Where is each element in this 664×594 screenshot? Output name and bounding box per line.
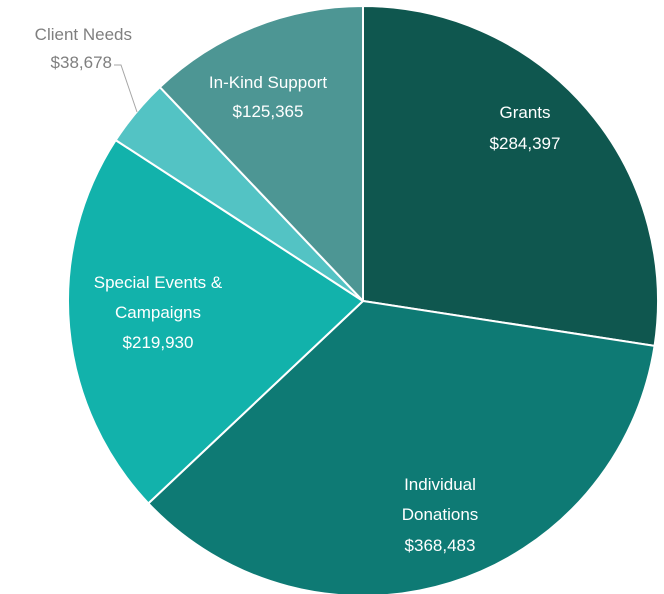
client-needs-leader-line: [114, 64, 138, 113]
slice-labels: Grants $284,397 Individual Donations $36…: [35, 25, 561, 555]
label-special-events-value: $219,930: [123, 333, 194, 352]
label-special-events-line2: Campaigns: [115, 303, 201, 322]
label-individual-donations-line2: Donations: [402, 505, 479, 524]
pie-slice-grants: [362, 5, 659, 347]
label-client-needs-name: Client Needs: [35, 25, 132, 44]
label-client-needs-value: $38,678: [51, 53, 112, 72]
pie-slice-in-kind-support: [158, 5, 364, 302]
label-grants-name: Grants: [499, 103, 550, 122]
label-in-kind-support-value: $125,365: [233, 102, 304, 121]
label-individual-donations-line1: Individual: [404, 475, 476, 494]
label-grants-value: $284,397: [490, 134, 561, 153]
label-special-events-line1: Special Events &: [94, 273, 223, 292]
pie-slice-special-events-and-campaigns: [67, 139, 364, 505]
pie-slices: [67, 5, 659, 594]
label-in-kind-support-name: In-Kind Support: [209, 73, 327, 92]
pie-slice-individual-donations: [147, 300, 656, 594]
label-individual-donations-value: $368,483: [405, 536, 476, 555]
